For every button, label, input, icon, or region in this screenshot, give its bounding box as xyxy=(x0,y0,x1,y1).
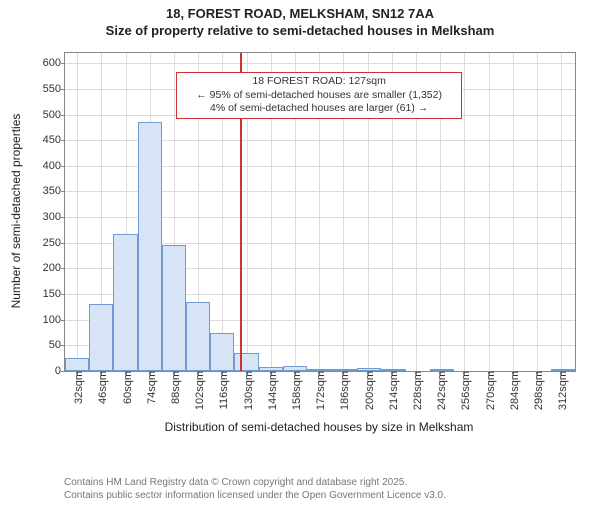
attribution-footer: Contains HM Land Registry data © Crown c… xyxy=(64,477,446,502)
gridline-vertical xyxy=(464,53,465,371)
xtick-label: 312sqm xyxy=(553,371,569,410)
ytick-label: 100 xyxy=(43,314,65,326)
gridline-vertical xyxy=(537,53,538,371)
histogram-bar xyxy=(162,245,186,371)
histogram-bar xyxy=(138,122,162,371)
xtick-label: 298sqm xyxy=(529,371,545,410)
gridline-vertical xyxy=(489,53,490,371)
x-axis-label: Distribution of semi-detached houses by … xyxy=(64,420,574,434)
xtick-label: 130sqm xyxy=(239,371,255,410)
xtick-label: 74sqm xyxy=(142,371,158,404)
page-title-line1: 18, FOREST ROAD, MELKSHAM, SN12 7AA xyxy=(0,6,600,21)
xtick-label: 228sqm xyxy=(408,371,424,410)
histogram-bar xyxy=(210,333,234,371)
y-axis-label: Number of semi-detached properties xyxy=(9,52,23,370)
ytick-label: 450 xyxy=(43,134,65,146)
chart-container: 0 50 100 150 200 250 300 350 400 450 500 550 600 32sq… xyxy=(0,46,600,436)
xtick-label: 172sqm xyxy=(311,371,327,410)
xtick-label: 158sqm xyxy=(287,371,303,410)
histogram-bar xyxy=(259,367,283,371)
plot-area: 05010015020025030035040045050055060032sq… xyxy=(64,52,576,372)
xtick-label: 88sqm xyxy=(166,371,182,404)
ytick-label: 50 xyxy=(49,339,65,351)
histogram-bar xyxy=(551,369,575,371)
ytick-label: 600 xyxy=(43,57,65,69)
histogram-bar xyxy=(65,358,89,371)
xtick-label: 186sqm xyxy=(335,371,351,410)
gridline-vertical xyxy=(561,53,562,371)
histogram-bar xyxy=(186,302,210,371)
xtick-label: 214sqm xyxy=(384,371,400,410)
ytick-label: 500 xyxy=(43,109,65,121)
ytick-label: 350 xyxy=(43,185,65,197)
histogram-bar xyxy=(381,369,405,371)
histogram-bar xyxy=(113,234,137,371)
xtick-label: 200sqm xyxy=(360,371,376,410)
xtick-label: 270sqm xyxy=(481,371,497,410)
xtick-label: 32sqm xyxy=(69,371,85,404)
annotation-line: 18 FOREST ROAD: 127sqm xyxy=(181,75,457,89)
ytick-label: 300 xyxy=(43,211,65,223)
ytick-label: 0 xyxy=(55,365,65,377)
annotation-box: 18 FOREST ROAD: 127sqm← 95% of semi-deta… xyxy=(176,72,462,119)
histogram-bar xyxy=(357,368,381,371)
xtick-label: 256sqm xyxy=(456,371,472,410)
annotation-line: 4% of semi-detached houses are larger (6… xyxy=(181,102,457,116)
histogram-bar xyxy=(283,366,307,371)
gridline-vertical xyxy=(513,53,514,371)
annotation-line: ← 95% of semi-detached houses are smalle… xyxy=(181,89,457,103)
xtick-label: 284sqm xyxy=(505,371,521,410)
histogram-bar xyxy=(430,369,454,371)
histogram-bar xyxy=(307,369,333,371)
xtick-label: 144sqm xyxy=(263,371,279,410)
xtick-label: 242sqm xyxy=(432,371,448,410)
ytick-label: 150 xyxy=(43,288,65,300)
footer-line-2: Contains public sector information licen… xyxy=(64,490,446,503)
ytick-label: 250 xyxy=(43,237,65,249)
histogram-bar xyxy=(333,369,357,371)
ytick-label: 200 xyxy=(43,262,65,274)
gridline-vertical xyxy=(77,53,78,371)
xtick-label: 46sqm xyxy=(93,371,109,404)
ytick-label: 400 xyxy=(43,160,65,172)
xtick-label: 116sqm xyxy=(214,371,230,409)
histogram-bar xyxy=(89,304,113,371)
histogram-bar xyxy=(234,353,258,371)
xtick-label: 60sqm xyxy=(118,371,134,404)
xtick-label: 102sqm xyxy=(190,371,206,410)
footer-line-1: Contains HM Land Registry data © Crown c… xyxy=(64,477,446,490)
page-title-line2: Size of property relative to semi-detach… xyxy=(0,23,600,38)
ytick-label: 550 xyxy=(43,83,65,95)
